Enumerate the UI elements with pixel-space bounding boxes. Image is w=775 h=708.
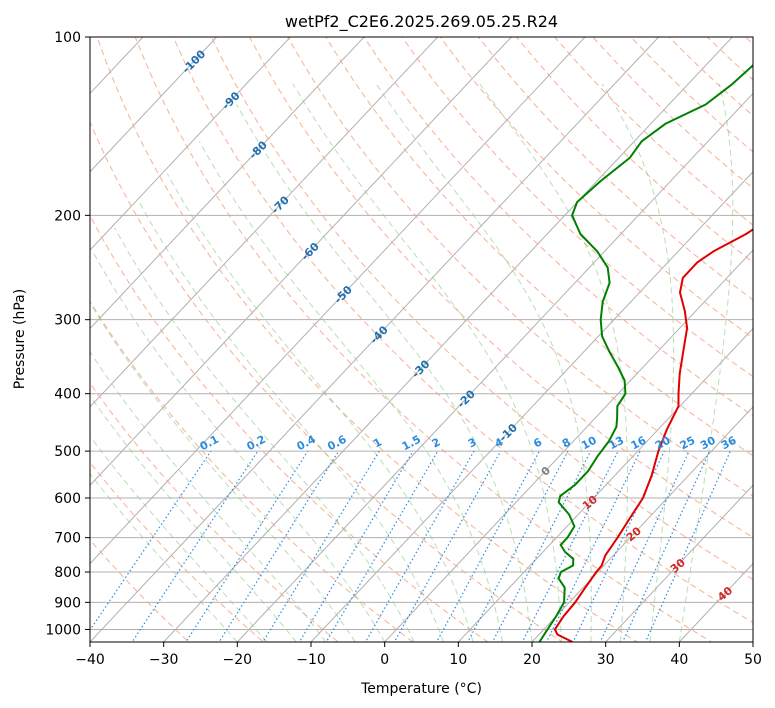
mixing-ratio-label: 30 [698,434,718,453]
isotherm-line [457,327,753,642]
x-tick-label: 10 [449,652,467,668]
isotherm-line [531,406,753,642]
isotherm-line [90,37,218,173]
isotherm-line [90,37,365,330]
mixing-ratio-line [393,450,502,642]
mixing-ratio-line [621,450,711,642]
x-tick-label: 30 [597,652,615,668]
moist-adiabat-line [166,173,474,642]
isotherm-line [90,37,439,408]
isotherm-line [162,37,734,642]
moist-adiabat-line [138,201,445,642]
isotherm-line [604,484,753,642]
mixing-ratio-label: 10 [579,434,599,453]
moist-adiabat-line [292,83,562,642]
mixing-ratio-line [644,450,731,642]
isotherm-line [236,92,753,642]
plot-frame [89,36,754,643]
isotherm-line [90,37,292,251]
y-tick-label: 300 [54,313,81,329]
axes: −40 −30 −20 −10 0 10 20 30 40 50 100 200 300 400 500 60… [45,30,762,668]
dry-adiabat-line [90,214,489,642]
mixing-ratio-line [325,450,439,642]
dry-adiabat-line [90,539,190,642]
isotherm-line [90,37,586,565]
y-axis-label: Pressure (hPa) [12,289,28,389]
moist-adiabat-line [90,350,327,642]
moist-adiabat-line [375,83,592,642]
moist-adiabat-line [678,83,734,642]
dry-adiabat-line [287,37,753,497]
dry-adiabat-line [90,461,265,642]
mixing-ratio-label: 13 [607,434,627,453]
y-tick-label: 500 [54,444,81,460]
dry-adiabat-line [210,37,753,581]
isotherm-line [90,37,660,642]
y-tick-label: 400 [54,387,81,403]
x-tick-label: −40 [75,652,105,668]
moist-adiabat-line [479,83,628,642]
isotherm-line [383,249,753,642]
x-tick-label: −30 [149,652,179,668]
dry-adiabat-line [325,37,753,457]
x-tick-label: −20 [223,652,253,668]
y-tick-label: 1000 [45,622,81,638]
chart-title: wetPf2_C2E6.2025.269.05.25.R24 [285,12,558,32]
mixing-ratio-line [435,450,540,642]
mixing-ratio-line [131,450,259,642]
moist-adiabat-line [236,104,533,642]
x-tick-label: −10 [296,652,326,668]
mixing-ratio-line [364,450,475,642]
data-series [538,63,753,642]
dry-adiabat-line [90,300,414,642]
moist-adiabat-line [90,473,238,642]
temperature-line [553,228,753,642]
dry-adiabat-line [477,37,753,301]
dry-adiabat-line [363,37,753,417]
x-axis-label: Temperature (°C) [360,681,482,697]
y-tick-label: 900 [54,595,81,611]
dry-adiabat-line [90,120,564,642]
mixing-ratio-line [572,450,665,642]
x-tick-label: 40 [670,652,688,668]
moist-adiabat-line [92,251,386,642]
mixing-ratio-label: 36 [719,433,739,452]
isotherm-line [90,37,513,486]
y-tick-label: 700 [54,531,81,547]
mixing-ratio-line [90,450,212,632]
x-tick-label: 0 [380,652,389,668]
dry-adiabat-line [248,37,753,539]
moist-adiabat-line [198,141,503,642]
moist-adiabat-line [90,435,268,642]
mixing-ratio-label: 20 [653,434,673,453]
background-lines [90,37,753,642]
mixing-ratio-label: 25 [678,434,698,453]
dewpoint-line [538,63,753,642]
dry-adiabat-line [96,37,639,642]
mixing-ratio-label: 16 [629,434,649,453]
dry-adiabat-line [134,37,713,642]
moist-adiabat-line [601,83,675,642]
moist-adiabat-line [90,394,297,642]
y-tick-label: 100 [54,30,81,46]
y-tick-label: 600 [54,491,81,507]
moist-adiabat-line [90,301,356,642]
x-tick-label: 50 [744,652,762,668]
mixing-ratio-line [545,450,641,642]
y-tick-label: 800 [54,565,81,581]
mixing-ratio-line [185,450,309,642]
mixing-ratio-line [298,450,414,642]
moist-adiabat-line [114,227,415,642]
dry-adiabat-line [90,382,340,642]
mixing-ratio-line [599,450,690,642]
x-tick-label: 20 [523,652,541,668]
y-tick-label: 200 [54,208,81,224]
